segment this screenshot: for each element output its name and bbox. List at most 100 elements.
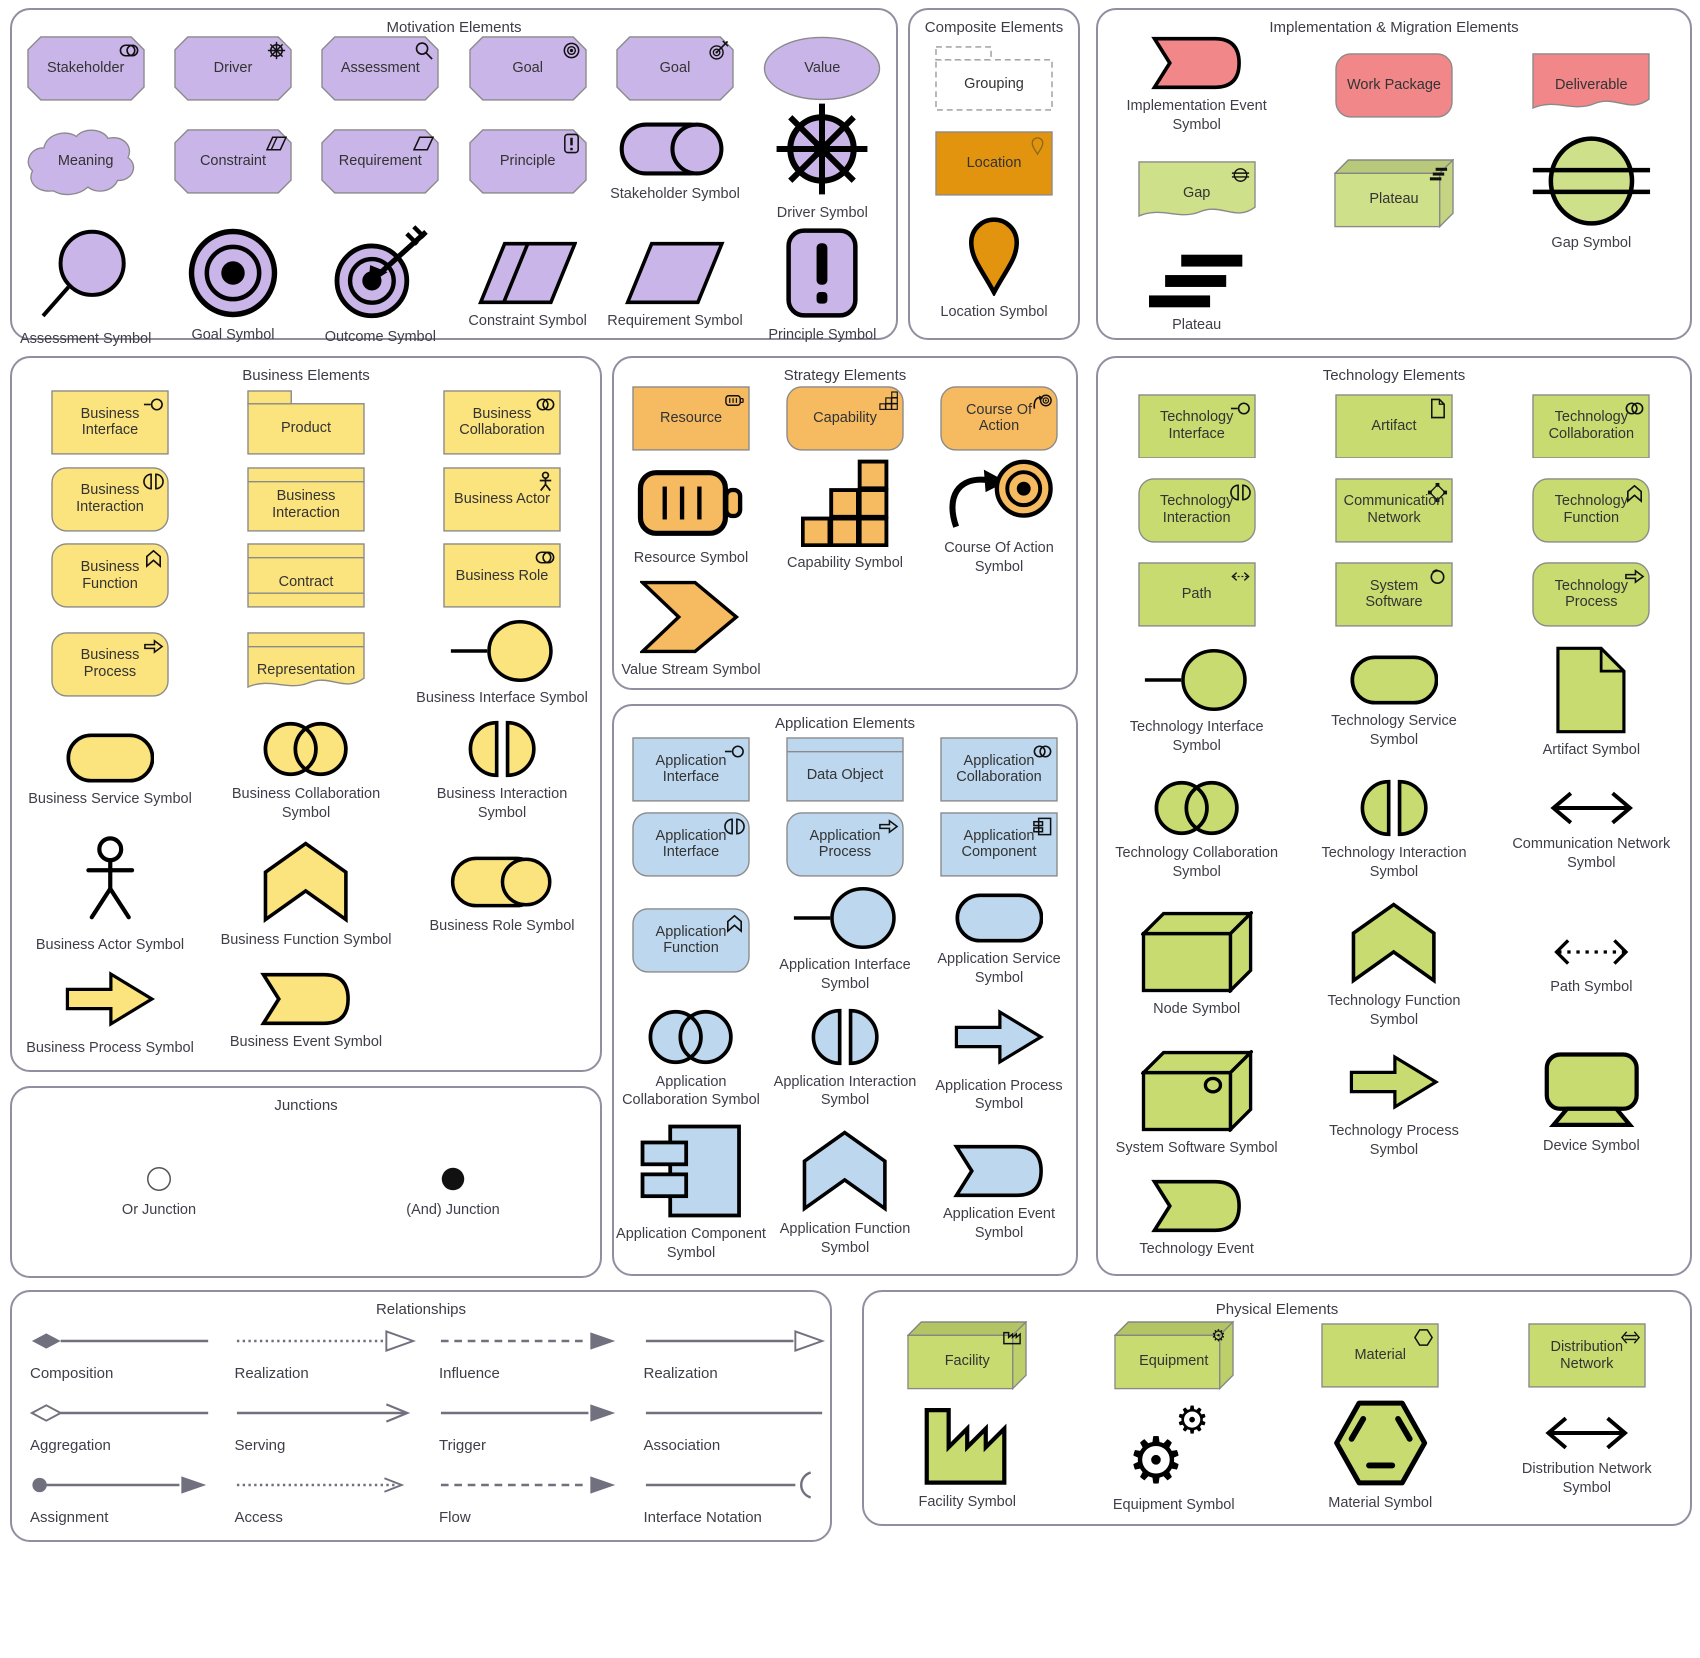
relationship-realization-dotted: Realization — [217, 1327, 422, 1382]
capability-symbol-glyph — [800, 459, 889, 547]
symbol-caption: Application Component Symbol — [616, 1226, 766, 1262]
symbol-caption: Technology Interface Symbol — [1129, 719, 1264, 755]
path-symbol-glyph — [1545, 933, 1638, 971]
node-symbol-cell: Node Symbol — [1139, 909, 1255, 1019]
relationship-label: Access — [234, 1508, 283, 1526]
resource-element: Resource — [632, 386, 750, 451]
material-symbol-cell: Material Symbol — [1328, 1399, 1432, 1513]
symbol-caption: Goal Symbol — [191, 326, 275, 343]
section-grid: Composition Realization Influence Realizati… — [12, 1318, 830, 1534]
work-package-element: Work Package — [1335, 53, 1453, 118]
business-event-symbol-glyph — [259, 972, 353, 1026]
constraint-symbol-cell: Constraint Symbol — [468, 241, 587, 331]
application-service-symbol-glyph — [955, 893, 1044, 943]
node-symbol-glyph — [1139, 909, 1255, 995]
interface-notation-line — [645, 1470, 811, 1499]
communication-network-element: Communication Network — [1335, 477, 1453, 543]
relationship-label: Flow — [439, 1508, 471, 1526]
element-label: Technology Process — [1554, 577, 1628, 611]
interaction-icon — [724, 818, 745, 835]
element-label: Business Actor — [454, 490, 550, 507]
principle-element: Principle — [468, 129, 587, 194]
symbol-caption: Implementation Event Symbol — [1126, 98, 1267, 133]
representation-cell: Representation — [247, 631, 365, 697]
function-icon — [146, 550, 161, 569]
relationship-aggregation: Aggregation — [12, 1399, 217, 1454]
application-event-symbol-cell: Application Event Symbol — [922, 1144, 1076, 1243]
gap-symbol-cell: Gap Symbol — [1531, 135, 1652, 253]
svg-text:⚙: ⚙ — [1175, 1398, 1209, 1442]
application-component-cell: Application Component — [940, 812, 1058, 877]
goal-icon — [563, 42, 580, 59]
business-function-cell: Business Function — [51, 543, 169, 609]
element-label: Deliverable — [1555, 77, 1628, 93]
business-role-cell: Business Role — [443, 543, 561, 609]
symbol-caption: Technology Service Symbol — [1331, 713, 1457, 749]
meaning-element: Meaning — [23, 126, 149, 199]
goal-element: Goal — [468, 36, 587, 101]
relationship-trigger: Trigger — [421, 1399, 626, 1454]
constraint-symbol-glyph — [477, 241, 578, 305]
course-of-action-symbol-cell: Course Of Action Symbol — [922, 454, 1076, 577]
data-object-cell: Data Object — [786, 737, 904, 802]
application-interface-element: Application Interface — [632, 812, 750, 877]
section-strategy: Strategy Elements Resource Capability Cours… — [612, 356, 1078, 690]
outcome-symbol-cell: Outcome Symbol — [325, 224, 436, 347]
section-relationships: Relationships Composition Realization Influ… — [10, 1290, 832, 1542]
or-junction-cell: Or Junction — [122, 1164, 196, 1220]
application-component-element: Application Component — [940, 812, 1058, 877]
application-collaboration-symbol-glyph — [642, 1008, 739, 1066]
meaning-cell: Meaning — [23, 126, 149, 199]
symbol-caption: Or Junction — [121, 1202, 197, 1219]
facility-cell: Facility — [906, 1320, 1028, 1391]
business-interface-symbol-cell: Business Interface Symbol — [416, 620, 588, 708]
hex-icon — [1414, 1329, 1434, 1347]
para-icon — [413, 136, 435, 151]
grouping-cell: Grouping — [935, 46, 1053, 111]
technology-interaction-cell: Technology Interaction — [1137, 477, 1256, 543]
symbol-caption: Course Of Action Symbol — [944, 540, 1054, 576]
relationship-realization: Realization — [626, 1327, 831, 1382]
element-label: Goal — [512, 60, 543, 77]
relationship-influence: Influence — [421, 1327, 626, 1382]
application-interface-cell: Application Interface — [632, 812, 750, 877]
element-label: Application Process — [809, 827, 881, 861]
technology-collaboration-symbol-cell: Technology Collaboration Symbol — [1109, 779, 1285, 882]
symbol-caption: Application Interface Symbol — [779, 956, 911, 992]
element-label: Gap — [1182, 185, 1211, 202]
process-icon — [144, 638, 164, 654]
element-label: Communication Network — [1343, 493, 1445, 527]
business-interaction-symbol-cell: Business Interaction Symbol — [414, 720, 590, 823]
section-physical: Physical Elements Facility ⚙ Equipment Mater… — [862, 1290, 1692, 1526]
section-title: Physical Elements — [1215, 1301, 1339, 1318]
application-service-symbol-cell: Application Service Symbol — [922, 893, 1076, 988]
battery-icon — [725, 394, 744, 406]
artifact-symbol-cell: Artifact Symbol — [1543, 646, 1640, 760]
element-label: Business Interaction — [76, 482, 144, 516]
collab-icon — [536, 398, 555, 411]
and-junction-cell: (And) Junction — [406, 1164, 500, 1220]
relationship-label: Influence — [439, 1364, 500, 1382]
application-interface-symbol-cell: Application Interface Symbol — [768, 886, 922, 994]
technology-process-cell: Technology Process — [1532, 562, 1651, 627]
symbol-caption: Device Symbol — [1542, 1138, 1640, 1155]
symbol-caption: System Software Symbol — [1115, 1140, 1278, 1157]
value-cell: Value — [763, 36, 881, 101]
element-label: Goal — [659, 60, 691, 77]
element-label: Business Role — [455, 567, 549, 584]
data-object-element: Data Object — [786, 737, 904, 802]
section-title: Junctions — [274, 1097, 338, 1114]
interaction-icon — [1229, 484, 1251, 501]
business-service-symbol-glyph — [66, 733, 155, 783]
contract-cell: Contract — [247, 543, 365, 609]
value-stream-symbol-glyph — [638, 580, 742, 654]
application-interface-symbol-glyph — [793, 886, 898, 949]
element-label: Product — [281, 420, 331, 437]
business-interface-element: Business Interface — [51, 390, 169, 455]
syssoft-icon — [1430, 569, 1445, 584]
constraint-cell: Constraint — [174, 129, 292, 194]
section-application: Application Elements Application Interfac… — [612, 704, 1078, 1276]
symbol-caption: Application Function Symbol — [779, 1221, 911, 1257]
section-grid: Facility ⚙ Equipment Material Distribution N… — [864, 1318, 1690, 1518]
requirement-cell: Requirement — [321, 129, 440, 194]
